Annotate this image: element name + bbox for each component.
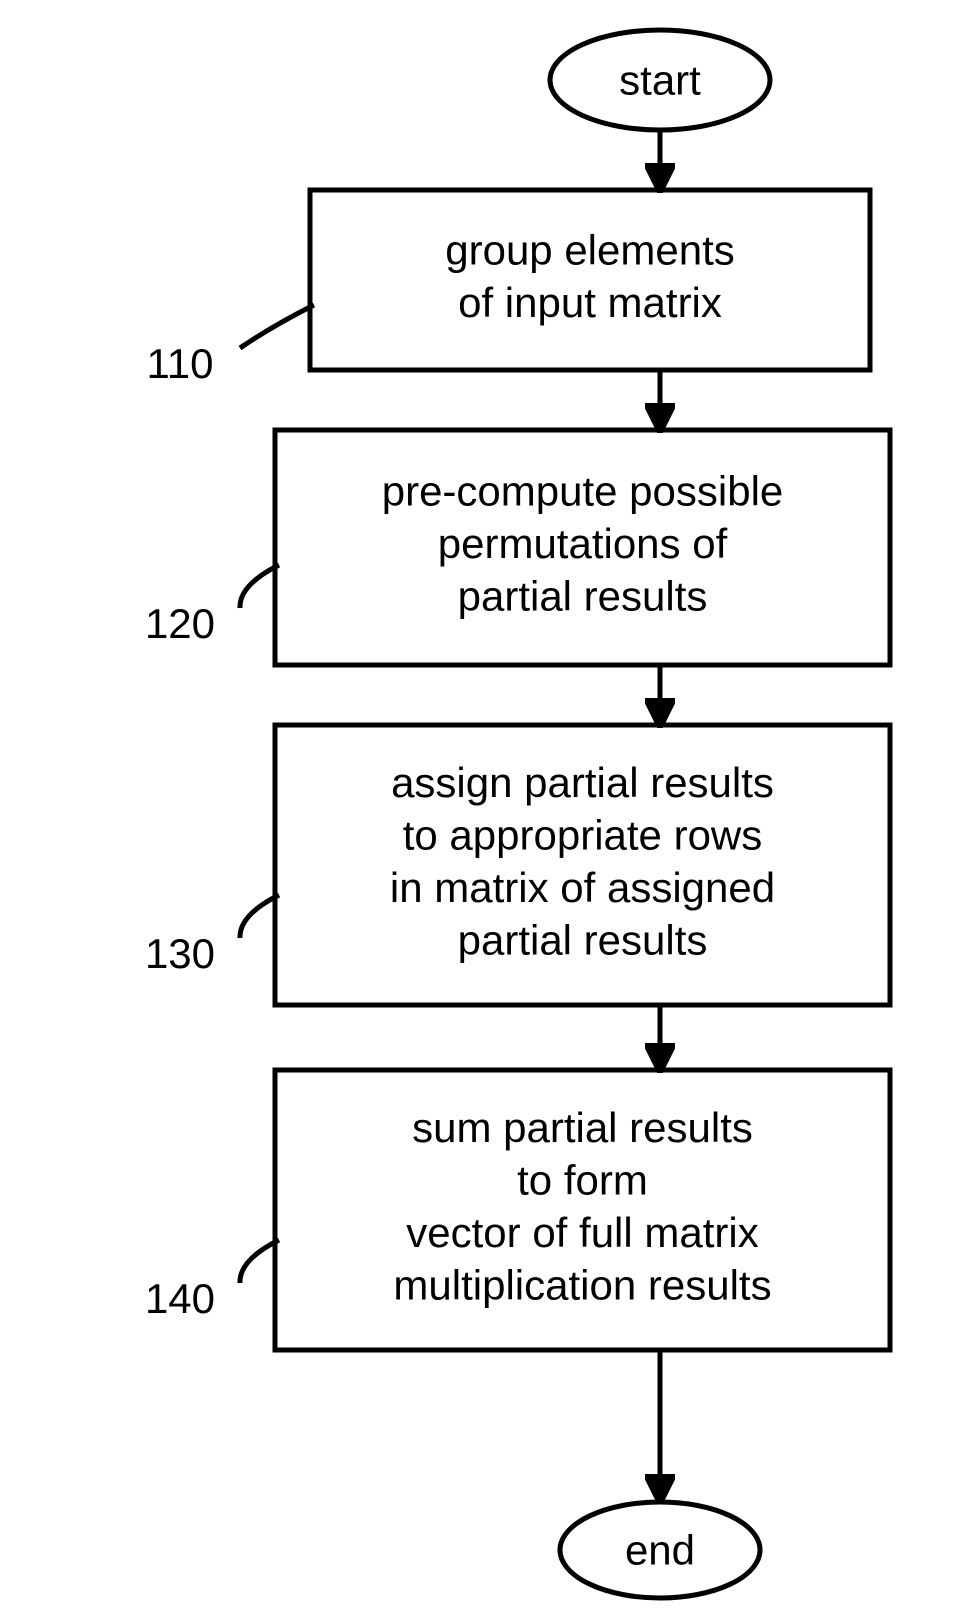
ref-number-110: 110 xyxy=(147,340,214,387)
ref-hook-110 xyxy=(240,305,314,348)
ref-number-140: 140 xyxy=(145,1275,215,1322)
ref-number-130: 130 xyxy=(145,930,215,977)
start-terminal-label: start xyxy=(619,57,701,104)
end-terminal-label: end xyxy=(625,1527,695,1574)
ref-number-120: 120 xyxy=(145,600,215,647)
